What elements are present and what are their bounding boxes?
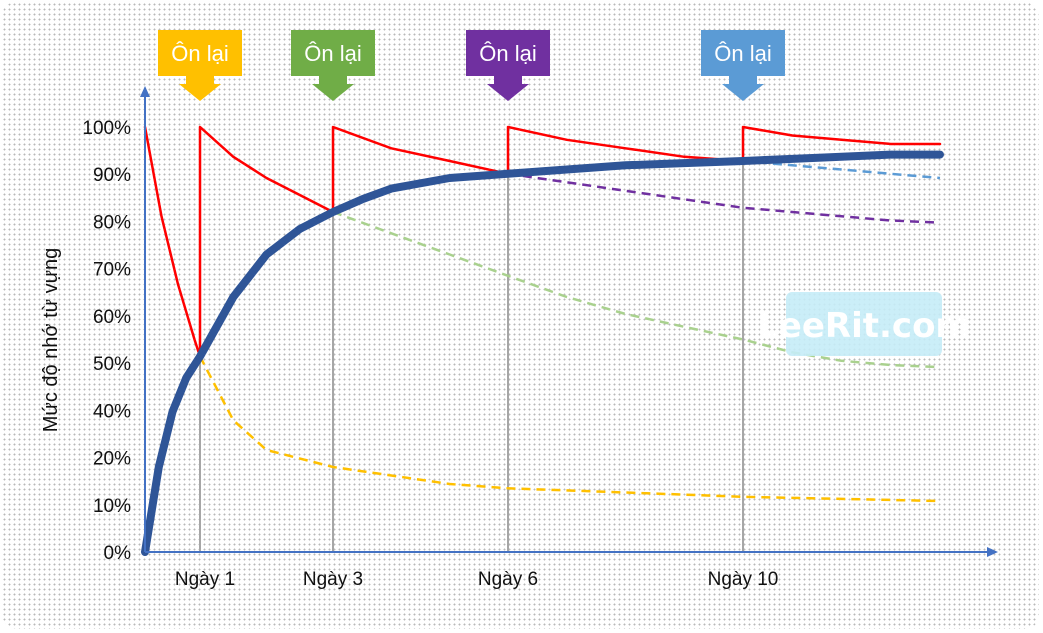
x-tick-label: Ngày 10: [708, 569, 779, 590]
axes: [140, 86, 998, 557]
review-badge-label: Ôn lại: [171, 41, 228, 66]
y-axis-arrow: [140, 86, 150, 97]
review-badge-label: Ôn lại: [714, 41, 771, 66]
x-tick-labels: Ngày 1 Ngày 3 Ngày 6 Ngày 10: [175, 569, 778, 590]
review-badge-1: [158, 30, 242, 101]
y-tick-label: 70%: [93, 260, 131, 281]
y-tick-label: 40%: [93, 401, 131, 422]
review-badge-2: [291, 30, 375, 101]
x-tick-label: Ngày 6: [478, 569, 538, 590]
series-line-2: [141, 150, 944, 556]
review-badge-label: Ôn lại: [479, 41, 536, 66]
review-badge-3: [466, 30, 550, 101]
x-tick-label: Ngày 3: [303, 569, 363, 590]
y-tick-label: 90%: [93, 165, 131, 186]
y-tick-label: 0%: [104, 543, 132, 564]
y-tick-label: 10%: [93, 496, 131, 517]
series-line-6: [742, 159, 941, 180]
series-layer: [141, 125, 944, 556]
series-line-3: [198, 355, 941, 503]
y-axis-label: Mức độ nhớ từ vựng: [40, 248, 62, 432]
y-tick-label: 60%: [93, 307, 131, 328]
watermark-box: [786, 292, 942, 356]
y-tick-labels: 0% 10% 20% 40% 50% 60% 70% 80% 90% 100%: [82, 118, 131, 564]
watermark: LeeRit.com: [757, 292, 971, 356]
review-day-gridlines: [199, 127, 744, 552]
series-line-5: [507, 172, 941, 224]
review-badge-label: Ôn lại: [304, 41, 361, 66]
series-line-4: [332, 210, 941, 369]
review-badges: Ôn lại Ôn lại Ôn lại Ôn lại: [158, 30, 785, 101]
watermark-text: LeeRit.com: [757, 306, 971, 346]
review-badge-4: [701, 30, 785, 101]
x-axis-arrow: [987, 547, 998, 557]
y-tick-label: 20%: [93, 449, 131, 470]
y-tick-label: 50%: [93, 354, 131, 375]
y-tick-label: 100%: [82, 118, 131, 139]
y-tick-label: 80%: [93, 212, 131, 233]
x-tick-label: Ngày 1: [175, 569, 235, 590]
